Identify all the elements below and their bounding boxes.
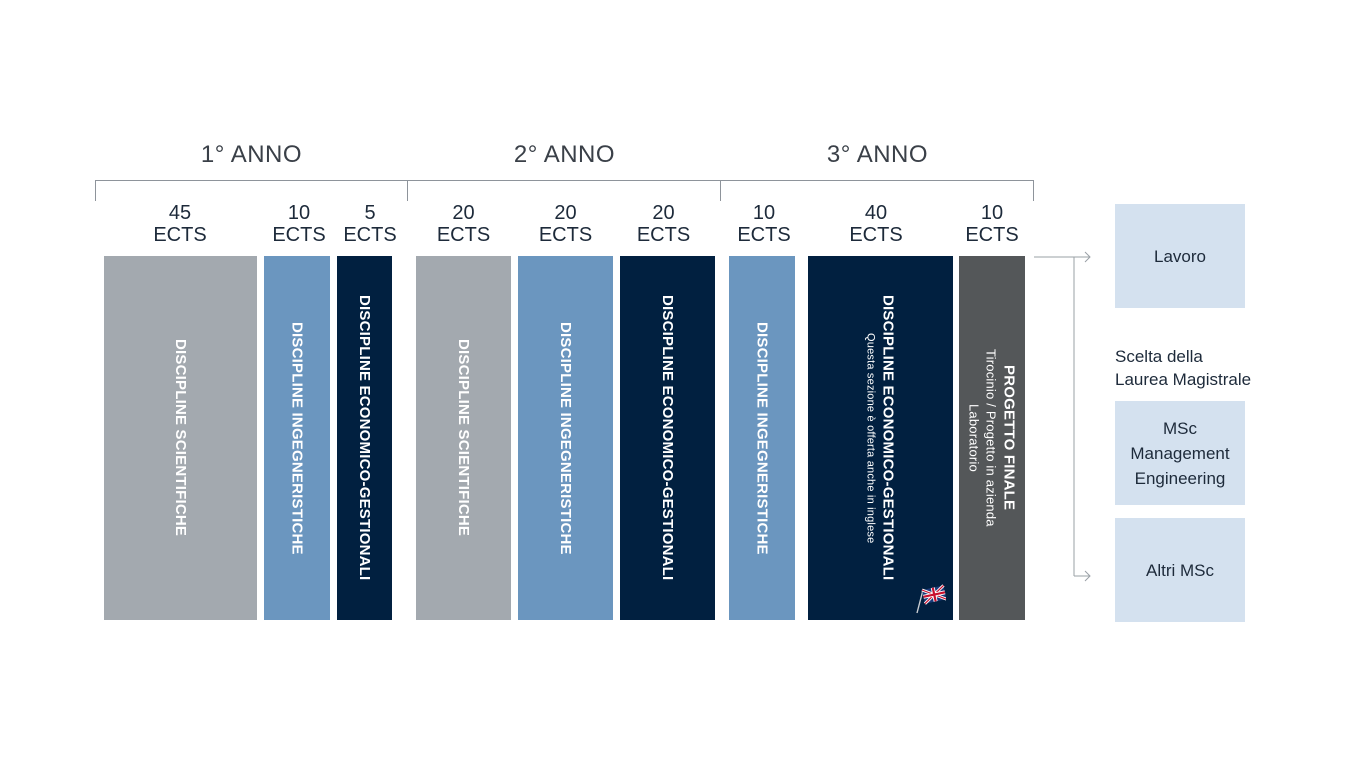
ects-credits: 40 [864,202,888,224]
msc-line-2: Management [1130,443,1230,463]
ects-credits: 45 [168,202,192,224]
uk-flag-icon [916,584,946,614]
year-bracket-tick [720,180,721,201]
bar-discipline-scientifiche: DISCIPLINE SCIENTIFICHE [104,256,257,620]
bar-label: DISCIPLINE ECONOMICO-GESTIONALI [356,295,373,581]
ects-unit: ECTS [965,224,1019,246]
ects-unit: ECTS [436,224,491,246]
ects-unit: ECTS [636,224,691,246]
ects-credits: 10 [752,202,776,224]
bar-discipline-ingegneristiche: DISCIPLINE INGEGNERISTICHE [729,256,795,620]
bar-discipline-scientifiche: DISCIPLINE SCIENTIFICHE [416,256,511,620]
ects-label: 40 ECTS [826,202,926,246]
bar-label: DISCIPLINE INGEGNERISTICHE [753,321,771,555]
year-bracket-tick [407,180,408,201]
msc-line-1: MSc [1163,418,1197,438]
ects-credits: 10 [287,202,311,224]
ects-credits: 20 [452,202,475,224]
msc-line-3: Engineering [1134,468,1226,488]
ects-credits: 20 [652,202,675,224]
year-title-3: 3° ANNO [826,141,929,168]
ects-credits: 5 [364,202,376,224]
ects-label: 45 ECTS [130,202,230,246]
outcome-altri-msc: Altri MSc [1115,518,1245,622]
bar-discipline-economico-gestionali-english: DISCIPLINE ECONOMICO-GESTIONALI Questa s… [808,256,953,620]
ects-unit: ECTS [343,224,397,246]
bar-discipline-ingegneristiche: DISCIPLINE INGEGNERISTICHE [518,256,613,620]
ects-label: 10 ECTS [264,202,334,246]
ects-label: 20 ECTS [416,202,511,246]
bar-label: DISCIPLINE INGEGNERISTICHE [288,321,306,555]
bar-sublabel: Tirocinio / Progetto in azienda [983,349,999,527]
bar-label: DISCIPLINE ECONOMICO-GESTIONALI [879,295,897,581]
bar-label: DISCIPLINE SCIENTIFICHE [455,339,472,537]
ects-label: 20 ECTS [518,202,613,246]
bar-label: DISCIPLINE INGEGNERISTICHE [557,321,574,555]
year-bracket-tick [95,180,96,201]
ects-unit: ECTS [538,224,593,246]
outcome-lavoro: Lavoro [1115,204,1245,308]
bar-label: DISCIPLINE ECONOMICO-GESTIONALI [659,295,676,581]
outcome-altri-label: Altri MSc [1146,560,1214,580]
bar-sublabel-2: Laboratorio [966,404,982,472]
outcome-lavoro-label: Lavoro [1154,246,1206,266]
year-title-2: 2° ANNO [513,141,616,168]
ects-label: 10 ECTS [729,202,799,246]
year-title-1: 1° ANNO [200,141,303,168]
ects-credits: 20 [554,202,577,224]
bar-discipline-economico-gestionali: DISCIPLINE ECONOMICO-GESTIONALI [337,256,392,620]
ects-label: 10 ECTS [957,202,1027,246]
outcome-msc-management-engineering: MSc Management Engineering [1115,401,1245,505]
ects-credits: 10 [980,202,1004,224]
bar-sublabel: Questa sezione è offerta anche in ingles… [864,332,877,544]
year-bracket-tick [1033,180,1034,201]
bar-discipline-economico-gestionali: DISCIPLINE ECONOMICO-GESTIONALI [620,256,715,620]
outcome-arrows [1034,251,1091,582]
bar-label: DISCIPLINE SCIENTIFICHE [172,339,189,537]
ects-label: 5 ECTS [335,202,405,246]
year-bracket [95,180,1034,181]
ects-label: 20 ECTS [616,202,711,246]
bar-discipline-ingegneristiche: DISCIPLINE INGEGNERISTICHE [264,256,330,620]
scelta-line-1: Scelta della [1115,347,1203,366]
bar-progetto-finale: PROGETTO FINALE Tirocinio / Progetto in … [959,256,1025,620]
ects-unit: ECTS [272,224,326,246]
bar-label: PROGETTO FINALE [1000,365,1018,511]
ects-unit: ECTS [153,224,207,246]
ects-unit: ECTS [737,224,791,246]
scelta-line-2: Laurea Magistrale [1115,370,1252,389]
ects-unit: ECTS [849,224,903,246]
scelta-laurea-magistrale: Scelta della Laurea Magistrale [1115,345,1315,391]
